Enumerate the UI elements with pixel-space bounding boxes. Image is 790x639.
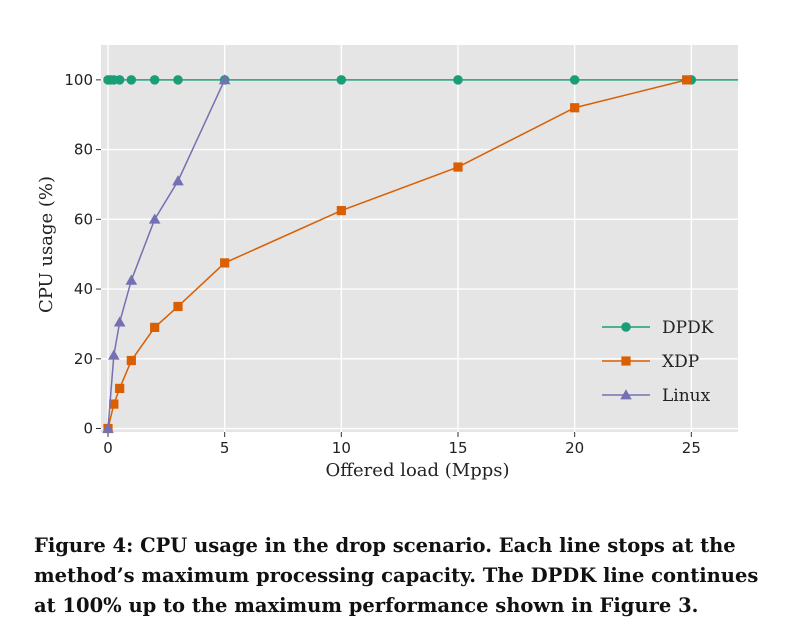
xdp-point [115, 383, 125, 394]
xdp-point [682, 75, 692, 85]
y-tick-label: 60 [74, 210, 93, 228]
linux-point [102, 422, 114, 433]
y-tick-label: 20 [74, 350, 93, 368]
legend-linux-marker [620, 389, 632, 400]
linux-point [113, 316, 126, 327]
figure-caption: Figure 4: CPU usage in the drop scenario… [34, 534, 759, 617]
linux-point [125, 274, 138, 285]
series-linux [102, 74, 231, 433]
xdp-point [173, 301, 183, 312]
legend: DPDK XDP Linux [602, 318, 714, 406]
y-axis-label: CPU usage (%) [36, 176, 57, 313]
xdp-point [336, 206, 346, 216]
x-tick-label: 0 [103, 439, 113, 457]
y-tick-label: 0 [83, 420, 93, 438]
linux-point [172, 175, 184, 186]
linux-point [148, 213, 161, 224]
xdp-point [109, 399, 119, 409]
xdp-point [126, 355, 136, 366]
linux-point [218, 74, 231, 85]
xdp-point [220, 258, 230, 268]
x-tick-label: 10 [332, 439, 351, 457]
y-tick-label: 40 [74, 280, 93, 298]
dpdk-point [453, 75, 463, 85]
xdp-point [453, 162, 463, 172]
legend-xdp-label: XDP [662, 352, 699, 372]
dpdk-point [149, 75, 160, 85]
series-layer [102, 74, 738, 434]
legend-dpdk-marker [621, 322, 631, 332]
legend-dpdk-label: DPDK [662, 318, 714, 338]
legend-xdp-marker [621, 356, 631, 366]
y-tick-label: 80 [74, 141, 93, 159]
y-tick-label: 100 [64, 71, 93, 89]
dpdk-point [114, 75, 125, 85]
dpdk-point [569, 75, 580, 85]
xdp-point [150, 322, 160, 333]
x-tick-label: 5 [220, 439, 230, 457]
xdp-point [570, 103, 580, 113]
x-tick-label: 20 [565, 439, 584, 457]
dpdk-point [126, 75, 137, 85]
x-axis-label: Offered load (Mpps) [325, 460, 509, 481]
series-dpdk [103, 75, 738, 85]
legend-linux-label: Linux [662, 386, 711, 406]
plot-area [101, 45, 738, 432]
x-tick-label: 15 [448, 439, 467, 457]
x-tick-label: 25 [682, 439, 701, 457]
series-xdp [103, 75, 692, 434]
dpdk-point [336, 75, 347, 85]
cpu-usage-chart: 0 5 10 15 20 25 0 20 40 60 80 100 DPDK XDP Linux Offe… [36, 45, 738, 481]
axes: 0 5 10 15 20 25 0 20 40 60 80 100 [64, 71, 701, 457]
linux-point [108, 349, 120, 360]
dpdk-point [173, 75, 183, 85]
